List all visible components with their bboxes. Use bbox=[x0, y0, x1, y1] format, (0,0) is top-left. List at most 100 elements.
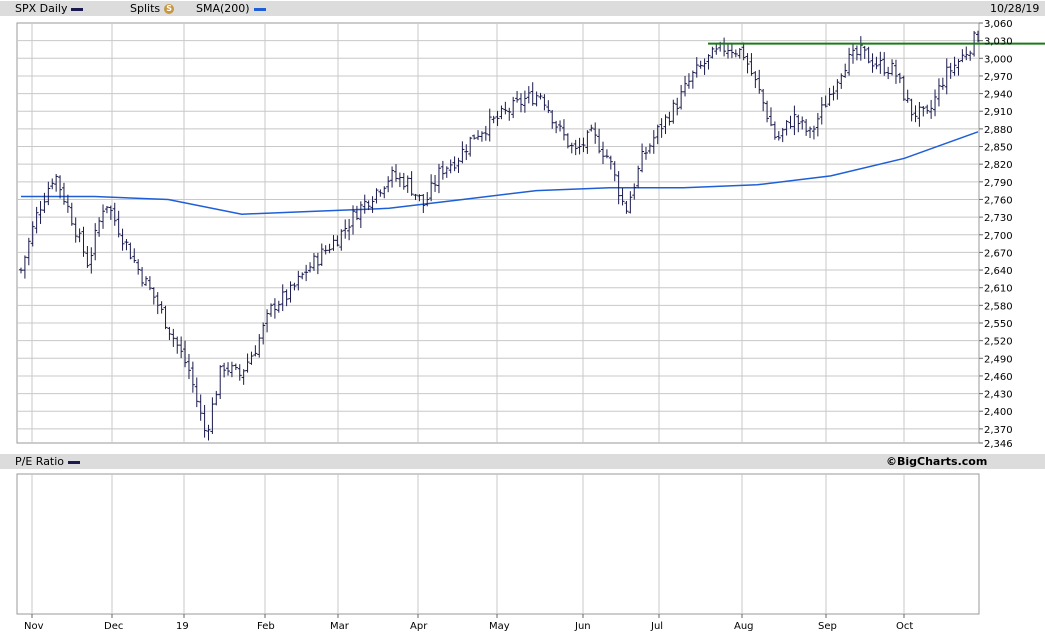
ohlc-bar bbox=[351, 205, 356, 235]
ohlc-bar bbox=[862, 45, 867, 59]
ohlc-bar bbox=[218, 365, 223, 400]
ohlc-bar bbox=[249, 351, 254, 365]
ohlc-bar bbox=[796, 114, 801, 133]
ohlc-bar bbox=[671, 99, 676, 124]
ohlc-bar bbox=[233, 363, 238, 371]
ohlc-bar bbox=[616, 171, 621, 205]
ohlc-bar bbox=[792, 105, 797, 136]
ohlc-bar bbox=[968, 50, 973, 61]
ohlc-bar bbox=[632, 183, 637, 200]
ohlc-bar bbox=[276, 300, 281, 313]
ohlc-bar bbox=[772, 121, 777, 140]
splits-legend: Splits S bbox=[130, 2, 175, 15]
ohlc-bar bbox=[261, 322, 266, 345]
ohlc-bar bbox=[811, 125, 816, 140]
ohlc-bar bbox=[893, 59, 898, 84]
ohlc-bar bbox=[85, 245, 90, 268]
ohlc-bar bbox=[726, 43, 731, 59]
ohlc-bar bbox=[268, 303, 273, 317]
ohlc-bar bbox=[495, 110, 500, 126]
ohlc-bar bbox=[667, 111, 672, 126]
ohlc-bar bbox=[229, 361, 234, 378]
y-tick-label: 2,850 bbox=[984, 143, 1013, 154]
ohlc-bar bbox=[917, 101, 922, 127]
ohlc-bar bbox=[38, 201, 43, 224]
ohlc-bar bbox=[436, 163, 441, 194]
y-axis-ticks: 3,060 3,030 3,000 2,970 2,940 2,910 2,880 2,850… bbox=[979, 19, 1013, 450]
pe-label: P/E Ratio bbox=[15, 455, 65, 468]
ohlc-bar bbox=[929, 99, 934, 119]
ohlc-bar bbox=[526, 86, 531, 104]
pe-panel-header bbox=[0, 454, 1045, 469]
ohlc-bar bbox=[608, 155, 613, 170]
ohlc-bar bbox=[339, 229, 344, 251]
y-tick-label: 2,730 bbox=[984, 213, 1013, 224]
ohlc-bar bbox=[296, 270, 301, 291]
ohlc-bar bbox=[831, 85, 836, 101]
ohlc-bar bbox=[780, 127, 785, 143]
ohlc-bar bbox=[683, 75, 688, 97]
ohlc-bar bbox=[952, 56, 957, 76]
ohlc-bar bbox=[956, 58, 961, 76]
ohlc-bar bbox=[870, 53, 875, 73]
ohlc-bar bbox=[409, 171, 414, 196]
x-tick-label: Jun bbox=[574, 621, 591, 632]
y-tick-label: 3,060 bbox=[984, 19, 1013, 30]
ohlc-bar bbox=[167, 326, 172, 341]
ohlc-bar bbox=[628, 191, 633, 214]
ohlc-bar bbox=[882, 52, 887, 76]
ohlc-bar bbox=[132, 248, 137, 263]
ohlc-bar bbox=[448, 159, 453, 174]
ohlc-bar bbox=[663, 114, 668, 135]
ohlc-bar bbox=[245, 353, 250, 373]
ohlc-bar bbox=[589, 124, 594, 132]
ohlc-bar bbox=[429, 174, 434, 202]
ohlc-bar bbox=[128, 242, 133, 260]
ohlc-bar bbox=[22, 255, 27, 279]
ohlc-bar bbox=[347, 218, 352, 241]
ohlc-bar bbox=[319, 243, 324, 266]
ohlc-bar bbox=[483, 125, 488, 141]
ohlc-bar bbox=[491, 115, 496, 124]
ohlc-bar bbox=[323, 245, 328, 255]
ohlc-bar bbox=[393, 164, 398, 182]
y-tick-label: 2,640 bbox=[984, 266, 1013, 277]
ohlc-bar bbox=[311, 252, 316, 271]
ohlc-bar bbox=[456, 157, 461, 173]
ohlc-bar bbox=[675, 97, 680, 116]
ohlc-bar bbox=[479, 131, 484, 142]
ohlc-bar bbox=[272, 298, 277, 319]
ohlc-bar bbox=[194, 377, 199, 408]
y-tick-label: 2,520 bbox=[984, 337, 1013, 348]
ohlc-bar bbox=[284, 289, 289, 307]
ohlc-bar bbox=[382, 186, 387, 199]
ohlc-bar bbox=[944, 58, 949, 95]
ohlc-bar bbox=[561, 119, 566, 141]
ohlc-bar bbox=[546, 100, 551, 114]
ohlc-bar bbox=[374, 188, 379, 204]
y-tick-label: 2,610 bbox=[984, 284, 1013, 295]
ohlc-bar bbox=[612, 161, 617, 182]
ohlc-bar bbox=[143, 276, 148, 286]
ohlc-bar bbox=[421, 194, 426, 214]
ohlc-bar bbox=[81, 226, 86, 257]
x-tick-label: May bbox=[489, 621, 510, 632]
y-tick-label: 2,790 bbox=[984, 178, 1013, 189]
ohlc-bar bbox=[515, 90, 520, 103]
ohlc-bar bbox=[54, 173, 59, 192]
ohlc-bar bbox=[460, 141, 465, 164]
ohlc-bar bbox=[308, 262, 313, 273]
ohlc-bar bbox=[601, 141, 606, 165]
y-tick-label: 2,760 bbox=[984, 195, 1013, 206]
ohlc-bar bbox=[804, 119, 809, 136]
y-tick-label: 3,000 bbox=[984, 54, 1013, 65]
y-tick-label: 2,970 bbox=[984, 72, 1013, 83]
ohlc-bar bbox=[315, 252, 320, 275]
ohlc-bar bbox=[745, 53, 750, 74]
ohlc-bar bbox=[640, 143, 645, 173]
y-tick-label: 2,370 bbox=[984, 425, 1013, 436]
copyright-label: ©BigCharts.com bbox=[886, 455, 988, 468]
ohlc-bar bbox=[155, 292, 160, 315]
ohlc-bar bbox=[909, 98, 914, 122]
